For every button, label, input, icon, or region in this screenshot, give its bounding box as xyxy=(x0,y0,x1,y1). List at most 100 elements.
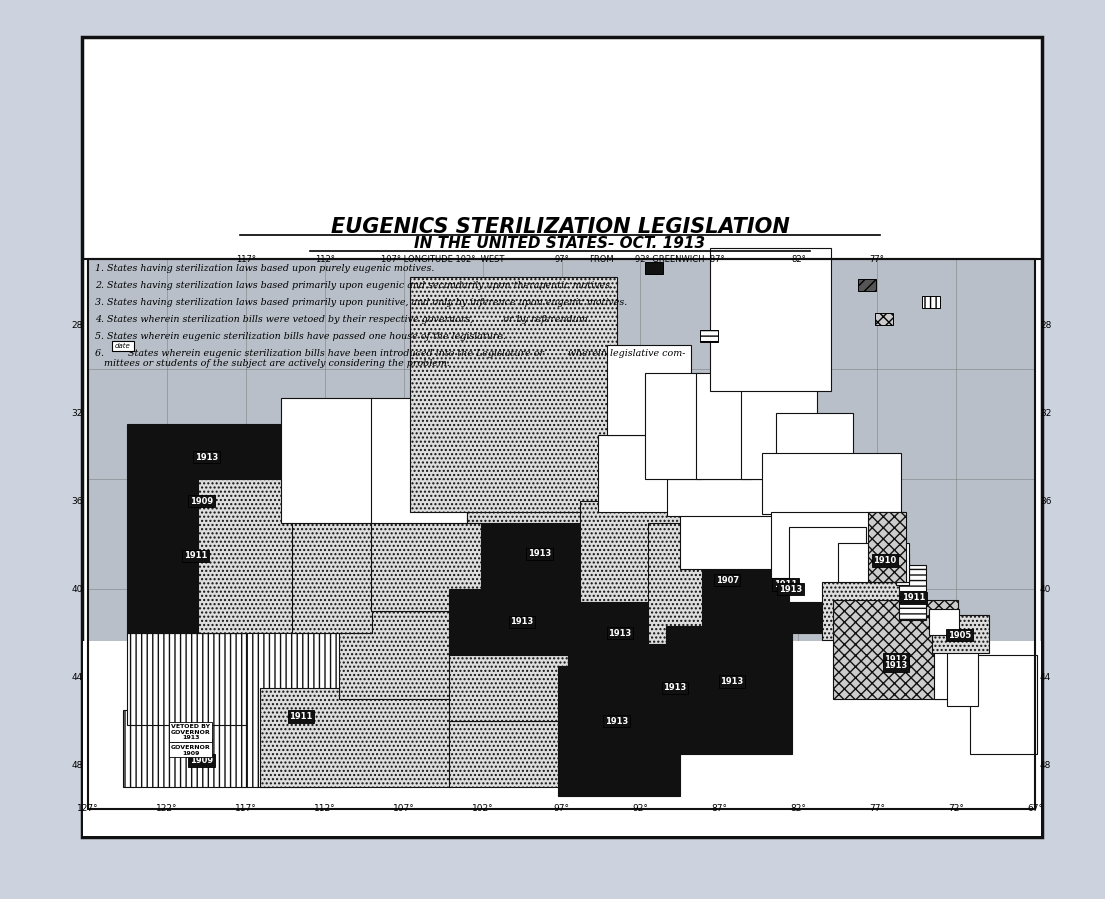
Polygon shape xyxy=(580,501,686,602)
Text: 67°: 67° xyxy=(1027,804,1043,813)
Polygon shape xyxy=(127,633,245,725)
Text: date: date xyxy=(115,343,130,349)
Text: 1913: 1913 xyxy=(606,717,629,725)
Text: 112°: 112° xyxy=(314,804,336,813)
Text: 32: 32 xyxy=(72,408,83,417)
Polygon shape xyxy=(450,589,588,655)
Text: 82°: 82° xyxy=(791,255,806,264)
Text: 2. States having sterilization laws based primarily upon eugenic and secondarily: 2. States having sterilization laws base… xyxy=(95,281,613,290)
Text: 3. States having sterilization laws based primarily upon punitive, and only by i: 3. States having sterilization laws base… xyxy=(95,298,628,307)
Polygon shape xyxy=(896,554,908,584)
Text: 4. States wherein sterilization bills were vetoed by their respective governors,: 4. States wherein sterilization bills we… xyxy=(95,315,591,324)
Polygon shape xyxy=(771,512,904,578)
Text: VETOED BY
GOVERNOR
1913: VETOED BY GOVERNOR 1913 xyxy=(170,724,210,740)
Polygon shape xyxy=(568,598,671,666)
Polygon shape xyxy=(789,528,866,602)
Text: 1913: 1913 xyxy=(194,452,218,461)
Polygon shape xyxy=(466,449,602,523)
Text: 28: 28 xyxy=(72,321,83,330)
Text: 107°: 107° xyxy=(392,804,414,813)
Polygon shape xyxy=(696,373,753,479)
Polygon shape xyxy=(410,277,617,512)
Polygon shape xyxy=(123,710,245,787)
Text: 6.        States wherein eugenic sterilization bills have been introduced into t: 6. States wherein eugenic sterilization … xyxy=(95,349,685,369)
Polygon shape xyxy=(680,512,800,569)
Text: 1907: 1907 xyxy=(716,575,739,584)
Polygon shape xyxy=(933,616,989,653)
Bar xyxy=(857,279,876,291)
Text: 92°: 92° xyxy=(632,804,649,813)
Text: 44: 44 xyxy=(72,672,83,681)
Text: 1913: 1913 xyxy=(608,628,632,637)
Text: 1909: 1909 xyxy=(190,496,213,505)
Text: 5. States wherein eugenic sterilization bills have passed one house of the legis: 5. States wherein eugenic sterilization … xyxy=(95,332,506,341)
Text: 97°: 97° xyxy=(554,255,569,264)
Text: 36: 36 xyxy=(72,496,83,505)
Text: 1913: 1913 xyxy=(528,549,551,558)
Text: 1. States having sterilization laws based upon purely eugenic motives.: 1. States having sterilization laws base… xyxy=(95,264,434,273)
Text: 117°: 117° xyxy=(235,804,256,813)
Polygon shape xyxy=(558,666,680,796)
Bar xyxy=(645,262,663,274)
Bar xyxy=(82,37,1042,837)
Polygon shape xyxy=(665,627,792,754)
Text: 72°: 72° xyxy=(948,804,964,813)
Bar xyxy=(699,330,718,342)
Polygon shape xyxy=(339,611,451,699)
Text: EUGENICS STERILIZATION LEGISLATION: EUGENICS STERILIZATION LEGISLATION xyxy=(330,217,789,237)
Text: 1913: 1913 xyxy=(511,618,534,627)
Polygon shape xyxy=(481,523,599,589)
Text: 1912: 1912 xyxy=(884,654,908,663)
Bar xyxy=(88,259,1035,809)
Text: 1911: 1911 xyxy=(902,593,925,602)
Text: 48: 48 xyxy=(1040,761,1051,770)
Polygon shape xyxy=(754,554,822,633)
Polygon shape xyxy=(608,345,691,435)
Polygon shape xyxy=(762,452,901,514)
Text: 1913: 1913 xyxy=(663,683,687,692)
Polygon shape xyxy=(127,424,285,633)
Polygon shape xyxy=(260,688,451,787)
Text: 40: 40 xyxy=(1040,584,1051,593)
Text: 87°: 87° xyxy=(712,804,727,813)
Text: 117°: 117° xyxy=(235,255,256,264)
Bar xyxy=(88,259,1035,809)
Bar xyxy=(922,296,940,308)
Text: 1913: 1913 xyxy=(884,662,907,671)
Polygon shape xyxy=(199,479,293,633)
Text: 48: 48 xyxy=(72,761,83,770)
Polygon shape xyxy=(702,540,754,628)
Text: 102°: 102° xyxy=(472,804,494,813)
Polygon shape xyxy=(741,378,818,479)
Text: 82°: 82° xyxy=(790,804,807,813)
Text: 107° LONGITUDE 102°  WEST: 107° LONGITUDE 102° WEST xyxy=(381,255,505,264)
Text: IN THE UNITED STATES- OCT. 1913: IN THE UNITED STATES- OCT. 1913 xyxy=(414,236,706,251)
Polygon shape xyxy=(649,523,712,644)
Bar xyxy=(112,341,134,351)
Text: 1913: 1913 xyxy=(720,677,744,686)
Polygon shape xyxy=(833,600,958,699)
Polygon shape xyxy=(867,512,906,583)
Polygon shape xyxy=(934,648,964,699)
Polygon shape xyxy=(370,523,483,611)
Polygon shape xyxy=(450,721,568,787)
Text: 1911: 1911 xyxy=(290,712,313,721)
Text: 40: 40 xyxy=(72,584,83,593)
Text: 32: 32 xyxy=(1040,408,1051,417)
Text: 36: 36 xyxy=(1040,496,1052,505)
Polygon shape xyxy=(776,413,853,484)
Polygon shape xyxy=(667,479,804,516)
Bar xyxy=(875,313,893,325)
Text: 112°: 112° xyxy=(315,255,335,264)
Polygon shape xyxy=(627,644,723,745)
Text: 1909: 1909 xyxy=(190,756,213,765)
Bar xyxy=(83,641,1041,836)
Polygon shape xyxy=(899,565,926,619)
Polygon shape xyxy=(838,543,908,583)
Text: 77°: 77° xyxy=(870,804,885,813)
Polygon shape xyxy=(450,644,568,721)
Polygon shape xyxy=(929,609,959,636)
Text: 77°: 77° xyxy=(870,255,885,264)
Text: 122°: 122° xyxy=(156,804,178,813)
Polygon shape xyxy=(822,583,914,639)
